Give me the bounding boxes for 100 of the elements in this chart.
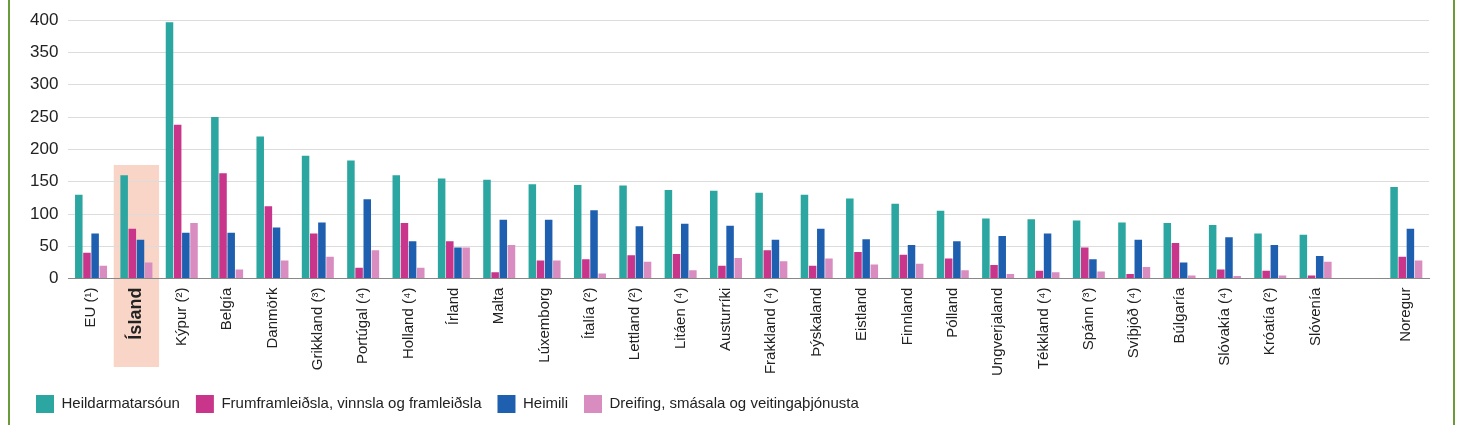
bar: [1097, 271, 1105, 279]
y-tick-label: 300: [29, 74, 59, 94]
bar: [272, 227, 281, 279]
bar: [120, 175, 128, 279]
bar: [309, 233, 318, 279]
x-tick-label: Þýskaland: [806, 287, 824, 357]
bar: [689, 270, 697, 279]
bar: [982, 218, 990, 279]
bar: [1307, 275, 1316, 279]
bar: [936, 210, 945, 279]
bar: [1262, 270, 1270, 279]
x-tick-label: Malta: [489, 286, 507, 325]
bar: [371, 250, 380, 279]
bar: [1299, 234, 1308, 279]
bar: [454, 247, 462, 279]
bar: [400, 223, 409, 279]
bar: [734, 257, 743, 279]
bar: [800, 194, 809, 279]
bar: [1126, 274, 1134, 279]
legend-label: Heimili: [522, 394, 568, 412]
bar: [507, 245, 516, 279]
x-tick-label: Ungverjaland: [988, 287, 1006, 376]
x-tick-label: Pólland: [942, 287, 960, 338]
bar: [643, 261, 652, 279]
bar: [553, 260, 561, 279]
x-tick-label: Lúxemborg: [534, 287, 552, 363]
bar: [582, 259, 590, 279]
y-tick-label: 250: [29, 106, 59, 126]
bar: [1142, 266, 1151, 279]
bar: [1233, 276, 1241, 279]
bar: [726, 225, 734, 279]
bar: [136, 239, 145, 279]
bar: [680, 223, 689, 279]
bar: [944, 258, 953, 279]
x-tick-label: Portúgal (⁴): [353, 287, 371, 365]
bar: [173, 124, 182, 279]
legend-label: Dreifing, smásala og veitingaþjónusta: [609, 394, 860, 412]
bar: [718, 265, 726, 279]
x-tick-label: Slóvakía (⁴): [1215, 287, 1233, 366]
bar: [1118, 222, 1126, 279]
bar: [165, 22, 174, 279]
bar: [870, 264, 879, 279]
bar: [1179, 262, 1188, 279]
y-tick-label: 0: [48, 268, 59, 288]
bar: [1089, 259, 1097, 279]
bar: [1398, 256, 1406, 279]
bar: [1254, 233, 1262, 279]
legend-label: Heildarmatarsóun: [61, 394, 180, 412]
bar: [710, 190, 718, 279]
bar: [499, 219, 508, 279]
bar: [318, 222, 326, 279]
x-tick-label: Holland (⁴): [398, 287, 416, 360]
bar: [763, 250, 772, 279]
bar: [446, 241, 454, 279]
bar: [1051, 272, 1060, 279]
bar: [755, 192, 763, 279]
bar: [590, 210, 598, 279]
x-tick-label: Ítalía (²): [580, 287, 598, 340]
bar: [808, 265, 817, 279]
bar: [598, 273, 606, 279]
bar: [144, 262, 153, 279]
y-tick-label: 200: [29, 139, 59, 159]
bar: [1324, 261, 1332, 279]
bar: [280, 260, 289, 279]
bar: [771, 239, 780, 279]
x-tick-label: Svíþjóð (⁴): [1124, 287, 1142, 359]
x-tick-label: Noregur: [1396, 287, 1414, 342]
bar: [573, 184, 582, 279]
y-tick-label: 150: [29, 171, 59, 191]
bar: [907, 245, 916, 279]
bar: [891, 203, 899, 279]
bar: [899, 254, 908, 279]
bar: [1278, 275, 1287, 279]
bar: [91, 233, 99, 279]
bar: [664, 190, 673, 279]
bar: [1188, 275, 1196, 279]
bar: [862, 239, 870, 279]
x-tick-label: Tékkland (⁴): [1033, 287, 1051, 370]
bar: [1171, 243, 1180, 279]
x-tick-label: Frakkland (⁴): [761, 287, 779, 375]
bar: [1072, 220, 1081, 279]
bar: [1414, 260, 1423, 279]
y-tick-label: 50: [39, 236, 59, 255]
x-tick-label: Belgía: [217, 286, 235, 331]
bar: [211, 117, 219, 279]
bar: [1006, 274, 1015, 279]
bar: [1217, 269, 1225, 279]
x-tick-label: Búlgaría: [1169, 286, 1187, 344]
y-tick-label: 100: [29, 203, 59, 223]
bar: [825, 258, 833, 279]
bar: [627, 255, 635, 279]
x-tick-label: Ísland: [124, 287, 146, 340]
bar: [1270, 245, 1279, 279]
legend-label: Frumframleiðsla, vinnsla og framleiðsla: [221, 394, 483, 412]
bar: [544, 219, 553, 279]
bar: [75, 194, 83, 279]
x-tick-label: Litáen (⁴): [670, 287, 688, 350]
x-tick-label: Slóvenía: [1305, 286, 1323, 346]
bar: [619, 185, 627, 279]
bar: [990, 265, 998, 279]
